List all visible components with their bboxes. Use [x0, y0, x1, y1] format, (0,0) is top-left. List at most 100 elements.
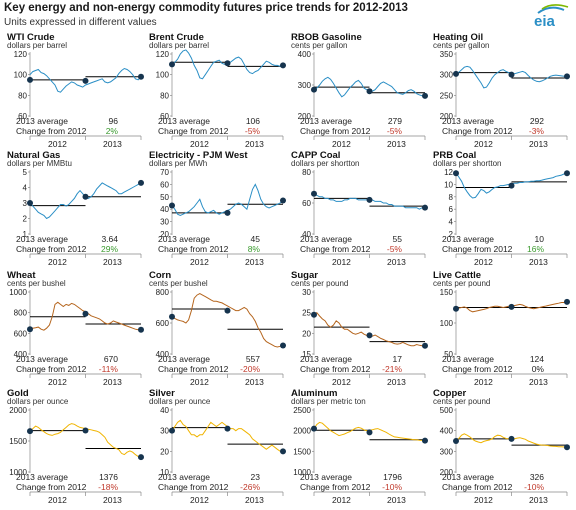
price-series-line [29, 182, 142, 220]
chart-panel: Gold dollars per ounce 1000 1500 2000 2013 av… [4, 388, 144, 508]
y-tick-label: 400 [14, 350, 28, 359]
price-marker [27, 200, 33, 206]
y-tick-label: 12 [444, 168, 453, 177]
y-tick-label: 25 [302, 309, 311, 318]
avg-value: 10 [534, 234, 544, 244]
change-value: -26% [240, 482, 260, 492]
y-tick-label: 100 [14, 71, 28, 80]
y-tick-label: 100 [156, 71, 170, 80]
price-marker [311, 190, 317, 197]
change-value: 0% [531, 364, 544, 374]
change-value: -21% [382, 364, 402, 374]
x-tick-label: 2013 [529, 257, 548, 267]
avg-value: 1796 [383, 472, 402, 482]
avg-label: 2013 average [442, 116, 494, 126]
y-tick-label: 70 [160, 168, 169, 177]
y-tick-label: 50 [444, 350, 453, 359]
chart-panel: Wheat cents per bushel 400 600 800 1000 2013 a… [4, 270, 144, 390]
change-label: Change from 2012 [442, 364, 513, 374]
price-marker [564, 73, 570, 80]
avg-label: 2013 average [300, 354, 352, 364]
change-value: 2% [105, 126, 118, 136]
price-marker [311, 311, 317, 318]
price-marker [366, 88, 373, 95]
eia-logo-swoosh [537, 6, 565, 14]
avg-label: 2013 average [442, 234, 494, 244]
y-tick-label: 4 [23, 184, 28, 193]
y-tick-label: 30 [302, 288, 311, 297]
chart-unit: dollars per barrel [7, 41, 68, 50]
price-marker [82, 427, 89, 434]
price-marker [138, 73, 144, 80]
avg-label: 2013 average [16, 234, 68, 244]
chart-title: Live Cattle [433, 270, 482, 281]
y-tick-label: 40 [302, 230, 311, 239]
chart-panel: Electricity - PJM West dollars per MWh 20 3… [146, 150, 286, 270]
avg-value: 3.64 [101, 234, 118, 244]
y-tick-label: 200 [440, 468, 454, 477]
price-marker [138, 454, 144, 461]
price-marker [280, 342, 286, 349]
x-tick-label: 2013 [245, 139, 264, 149]
price-marker [453, 305, 459, 312]
avg-value: 96 [108, 116, 118, 126]
avg-value: 279 [387, 116, 402, 126]
change-label: Change from 2012 [16, 482, 87, 492]
price-marker [422, 92, 428, 99]
chart-plot: 20 30 40 50 60 70 [160, 168, 286, 258]
price-marker [224, 60, 231, 67]
chart-unit: dollars per ounce [149, 397, 211, 406]
price-marker [564, 298, 570, 305]
y-tick-label: 1500 [293, 447, 311, 456]
x-tick-label: 2013 [103, 257, 122, 267]
change-value: -11% [98, 364, 118, 374]
chart-panel: Corn cents per bushel 400 600 800 2013 averag… [146, 270, 286, 390]
chart-unit: dollars per shortton [291, 159, 360, 168]
y-tick-label: 3 [23, 199, 28, 208]
y-tick-label: 2000 [9, 406, 27, 415]
chart-panel: Sugar cents per pound 15 20 25 30 2013 average… [288, 270, 428, 390]
price-marker [422, 342, 428, 349]
price-marker [366, 196, 373, 203]
change-value: -18% [98, 482, 118, 492]
y-tick-label: 1 [23, 230, 28, 239]
change-value: -10% [524, 482, 544, 492]
price-marker [27, 326, 33, 333]
x-tick-label: 2012 [190, 139, 209, 149]
price-marker [27, 428, 33, 435]
y-tick-label: 8 [449, 193, 454, 202]
y-tick-label: 1000 [9, 288, 27, 297]
price-marker [453, 70, 459, 77]
chart-plot: 50 100 150 [440, 288, 570, 378]
price-marker [82, 77, 89, 84]
y-tick-label: 800 [14, 309, 28, 318]
page-subtitle: Units expressed in different values [4, 17, 157, 28]
price-series-line [171, 293, 284, 348]
price-marker [508, 435, 515, 442]
chart-title: Brent Crude [149, 32, 204, 43]
chart-plot: 200 300 400 500 [440, 406, 570, 496]
chart-plot: 15 20 25 30 [302, 288, 428, 378]
chart-panel: Brent Crude dollars per barrel 60 80 100 120 2… [146, 32, 286, 152]
avg-label: 2013 average [158, 234, 210, 244]
chart-plot: 400 600 800 [156, 288, 286, 378]
price-marker [564, 170, 570, 177]
price-marker [27, 76, 33, 83]
y-tick-label: 350 [440, 50, 454, 59]
y-tick-label: 150 [440, 288, 454, 297]
price-marker [508, 71, 515, 78]
x-tick-label: 2013 [387, 139, 406, 149]
x-tick-label: 2012 [332, 139, 351, 149]
y-tick-label: 800 [156, 288, 170, 297]
x-tick-label: 2012 [474, 257, 493, 267]
price-marker [311, 86, 317, 93]
chart-unit: cents per gallon [433, 41, 490, 50]
chart-unit: cents per bushel [149, 279, 208, 288]
price-marker [280, 197, 286, 204]
y-tick-label: 4 [449, 218, 454, 227]
avg-label: 2013 average [442, 354, 494, 364]
price-marker [422, 437, 428, 444]
x-tick-label: 2013 [245, 377, 264, 387]
x-tick-label: 2012 [474, 495, 493, 505]
chart-title: CAPP Coal [291, 150, 341, 161]
